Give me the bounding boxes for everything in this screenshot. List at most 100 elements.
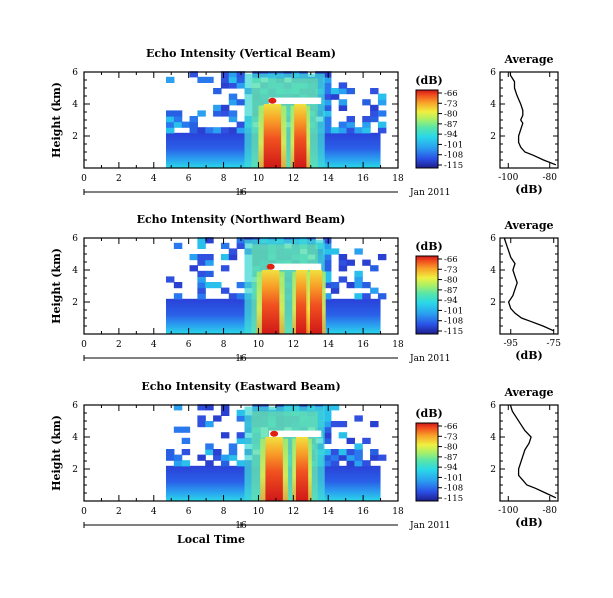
echo-cell: [330, 454, 340, 461]
echo-cell: [213, 104, 222, 111]
colorbar-tick-label: -80: [444, 443, 458, 453]
echo-cell: [173, 282, 183, 289]
echo-cell: [220, 104, 230, 111]
echo-cell: [228, 99, 238, 106]
x-tick-label: 18: [392, 340, 404, 350]
echo-cell: [173, 426, 183, 433]
x-tick-label: 16: [357, 340, 369, 350]
echo-cell: [228, 443, 238, 450]
echo-cell: [338, 449, 348, 456]
echo-hot-column: [295, 437, 309, 501]
echo-cell: [197, 270, 206, 277]
colorbar-tick-label: -101: [444, 306, 463, 316]
echo-cell: [354, 293, 363, 300]
echo-cell: [370, 265, 379, 272]
echo-cell: [197, 110, 206, 117]
echo-cell: [370, 110, 379, 117]
echo-cell: [213, 449, 222, 456]
echo-cell: [330, 248, 340, 255]
echo-cell: [370, 88, 379, 95]
echo-cell: [181, 437, 191, 444]
date-tick-label: 16: [235, 521, 247, 531]
echo-cell: [354, 443, 363, 450]
colorbar-tick-label: -66: [444, 255, 458, 265]
colorbar-unit: (dB): [415, 407, 442, 420]
echo-cell: [322, 293, 332, 300]
echo-cell: [173, 293, 183, 300]
colorbar-unit: (dB): [415, 240, 442, 253]
colorbar: (dB)-66-73-80-87-94-101-108-115: [415, 407, 463, 504]
echo-cell: [346, 88, 355, 95]
echo-cell: [181, 449, 191, 456]
echo-cell: [354, 282, 363, 289]
heatmap-field: [165, 71, 387, 168]
echo-cell: [322, 93, 332, 100]
echo-gap: [268, 97, 322, 104]
x-tick-label: 2: [116, 507, 122, 517]
echo-cell: [322, 432, 332, 439]
average-frame: [499, 404, 559, 502]
echo-cell: [338, 421, 348, 428]
echo-cell: [370, 287, 379, 294]
echo-cell: [197, 254, 206, 261]
x-axis-label: Local Time: [177, 533, 245, 546]
echo-cell: [346, 449, 355, 456]
echo-cell: [362, 437, 371, 444]
echo-cell: [205, 254, 214, 261]
chart-title: Echo Intensity (Vertical Beam): [146, 47, 336, 60]
echo-hot-column: [295, 270, 309, 334]
x-tick-label: 6: [186, 174, 192, 184]
echo-cell: [322, 449, 332, 456]
colorbar-tick-label: -101: [444, 473, 463, 483]
colorbar-tick-label: -87: [444, 286, 458, 296]
echo-cell: [377, 293, 387, 300]
echo-cell: [354, 270, 363, 277]
echo-cell: [322, 71, 332, 78]
echo-hot-column: [309, 270, 323, 334]
echo-cell: [236, 432, 246, 439]
average-profile: Average 2 4 6 -95 -75 (dB): [490, 219, 561, 362]
echo-cell: [236, 127, 246, 134]
average-x-tick-label: -80: [542, 506, 557, 516]
x-tick-label: 8: [221, 340, 227, 350]
echo-cell: [165, 116, 175, 123]
echo-cell: [330, 287, 340, 294]
x-tick-label: 8: [221, 507, 227, 517]
echo-cell: [370, 116, 379, 123]
colorbar-tick-label: -108: [444, 317, 463, 327]
echo-cell: [346, 437, 355, 444]
echo-cell: [205, 443, 214, 450]
echo-cell: [322, 421, 332, 428]
echo-cell: [213, 110, 222, 117]
x-tick-label: 10: [253, 507, 265, 517]
echo-cell: [181, 460, 191, 467]
echo-cell: [338, 104, 348, 111]
echo-cell: [236, 409, 246, 416]
echo-cell: [228, 76, 238, 83]
echo-cell: [197, 404, 206, 411]
average-x-label: (dB): [515, 516, 542, 529]
date-label: Jan 2011: [409, 354, 451, 364]
echo-cell: [189, 121, 198, 128]
echo-cell: [220, 242, 230, 249]
panel-1: Echo Intensity (Vertical Beam) 0 2 4 6 8 10 12 1…: [50, 47, 559, 198]
average-y-tick-label: 4: [490, 433, 496, 443]
colorbar-tick-label: -115: [444, 327, 463, 337]
echo-cell: [354, 127, 363, 134]
echo-cell: [377, 127, 387, 134]
echo-cell: [346, 454, 355, 461]
echo-cell: [205, 270, 214, 277]
chart-title: Echo Intensity (Eastward Beam): [141, 380, 340, 393]
average-y-tick-label: 4: [490, 100, 496, 110]
panel-2: Echo Intensity (Northward Beam) 0 2 4 6 8 10 12…: [50, 213, 561, 364]
echo-cell: [362, 116, 371, 123]
echo-cell: [377, 99, 387, 106]
x-tick-label: 12: [288, 174, 299, 184]
echo-cell: [165, 449, 175, 456]
echo-cell: [220, 265, 230, 272]
echo-cell: [346, 127, 355, 134]
x-tick-label: 0: [81, 174, 87, 184]
echo-cell: [370, 421, 379, 428]
echo-cell: [236, 242, 246, 249]
echo-cell: [354, 460, 363, 467]
